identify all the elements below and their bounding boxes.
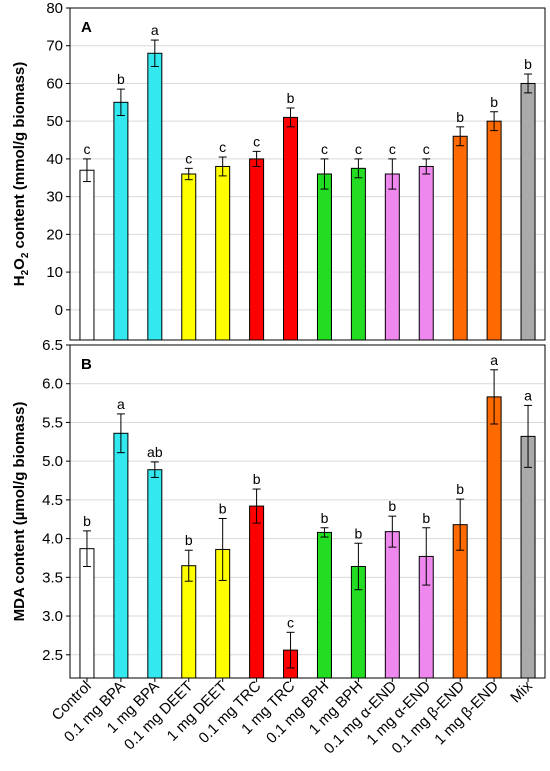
y-tick-label: 80: [46, 0, 63, 17]
significance-letter: a: [490, 352, 498, 368]
significance-letter: c: [321, 141, 328, 157]
y-tick-label: 3.5: [42, 569, 63, 586]
panel-b: 2.5 3.0 3.5 4.0 4.5 5.0 5.5 6.0 6.5 B MDA content …: [11, 337, 546, 679]
y-axis-title-part: 2: [20, 252, 31, 258]
x-tick-label: Mix: [507, 677, 536, 706]
significance-letter: c: [83, 141, 90, 157]
bar: [350, 167, 366, 341]
y-tick-label: 2.5: [42, 647, 63, 664]
significance-letter: b: [117, 71, 125, 87]
bar: [249, 505, 265, 679]
y-tick-label: 3.0: [42, 608, 63, 625]
significance-letter: b: [219, 500, 227, 516]
y-axis-title: MDA content (µmol/g biomass): [11, 402, 28, 622]
y-tick-label: 0: [55, 302, 63, 319]
panel-label: B: [81, 356, 92, 373]
bar: [113, 101, 129, 341]
significance-letter: b: [83, 513, 91, 529]
bar: [486, 396, 502, 679]
bar: [316, 173, 332, 341]
plot-frame: [69, 7, 546, 341]
y-tick-label: 10: [46, 264, 63, 281]
significance-letter: b: [456, 481, 464, 497]
bar: [181, 565, 197, 679]
plot-frame: [69, 344, 546, 679]
significance-letter: ab: [147, 444, 163, 460]
bar: [147, 52, 163, 341]
y-tick-label: 6.5: [42, 337, 63, 354]
bar: [384, 173, 400, 341]
y-tick-label: 5.5: [42, 414, 63, 431]
y-tick-label: 50: [46, 113, 63, 130]
bar: [452, 135, 468, 341]
significance-letter: b: [253, 471, 261, 487]
y-tick-label: 4.0: [42, 531, 63, 548]
bar: [520, 435, 536, 679]
y-tick-label: 5.0: [42, 453, 63, 470]
bar: [181, 173, 197, 341]
y-axis-title: H2O2 content (mmol/g biomass): [11, 62, 31, 287]
significance-letter: b: [422, 510, 430, 526]
significance-letter: b: [185, 532, 193, 548]
y-tick-label: 70: [46, 38, 63, 55]
y-tick-label: 60: [46, 75, 63, 92]
significance-letter: c: [287, 614, 294, 630]
bar: [418, 165, 434, 341]
significance-letter: c: [355, 141, 362, 157]
significance-letter: b: [354, 525, 362, 541]
y-tick-label: 40: [46, 151, 63, 168]
significance-letter: c: [253, 133, 260, 149]
y-tick-label: 30: [46, 189, 63, 206]
panel-label: A: [81, 19, 92, 36]
significance-letter: b: [490, 94, 498, 110]
y-axis-title-part: O: [11, 258, 28, 270]
significance-letter: b: [456, 109, 464, 125]
significance-letter: a: [117, 396, 125, 412]
y-axis-title-part: H: [11, 275, 28, 286]
significance-letter: a: [524, 387, 532, 403]
y-axis-title-part: content (mmol/g biomass): [11, 62, 28, 253]
bar: [147, 469, 163, 679]
significance-letter: c: [219, 139, 226, 155]
y-tick-label: 6.0: [42, 376, 63, 393]
significance-letter: c: [423, 141, 430, 157]
bar: [79, 548, 95, 679]
bar: [215, 165, 231, 341]
significance-letter: c: [185, 150, 192, 166]
bar: [113, 432, 129, 679]
significance-letter: b: [321, 510, 329, 526]
bar: [283, 116, 299, 341]
y-axis-title-part: 2: [20, 269, 31, 275]
bar: [486, 120, 502, 341]
significance-letter: a: [151, 22, 159, 38]
significance-letter: c: [389, 141, 396, 157]
significance-letter: b: [388, 498, 396, 514]
bar: [316, 531, 332, 679]
bar: [79, 169, 95, 341]
bar: [520, 82, 536, 341]
significance-letter: b: [287, 90, 295, 106]
y-tick-label: 20: [46, 226, 63, 243]
y-tick-label: 4.5: [42, 492, 63, 509]
bar: [249, 158, 265, 341]
bar: [384, 531, 400, 679]
significance-letter: b: [524, 56, 532, 72]
